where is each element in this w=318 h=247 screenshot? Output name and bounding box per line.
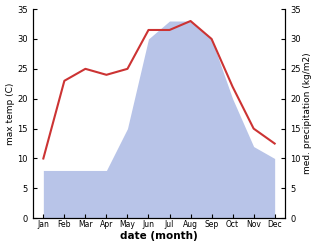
Y-axis label: med. precipitation (kg/m2): med. precipitation (kg/m2) bbox=[303, 53, 313, 174]
X-axis label: date (month): date (month) bbox=[120, 231, 198, 242]
Y-axis label: max temp (C): max temp (C) bbox=[5, 82, 15, 145]
